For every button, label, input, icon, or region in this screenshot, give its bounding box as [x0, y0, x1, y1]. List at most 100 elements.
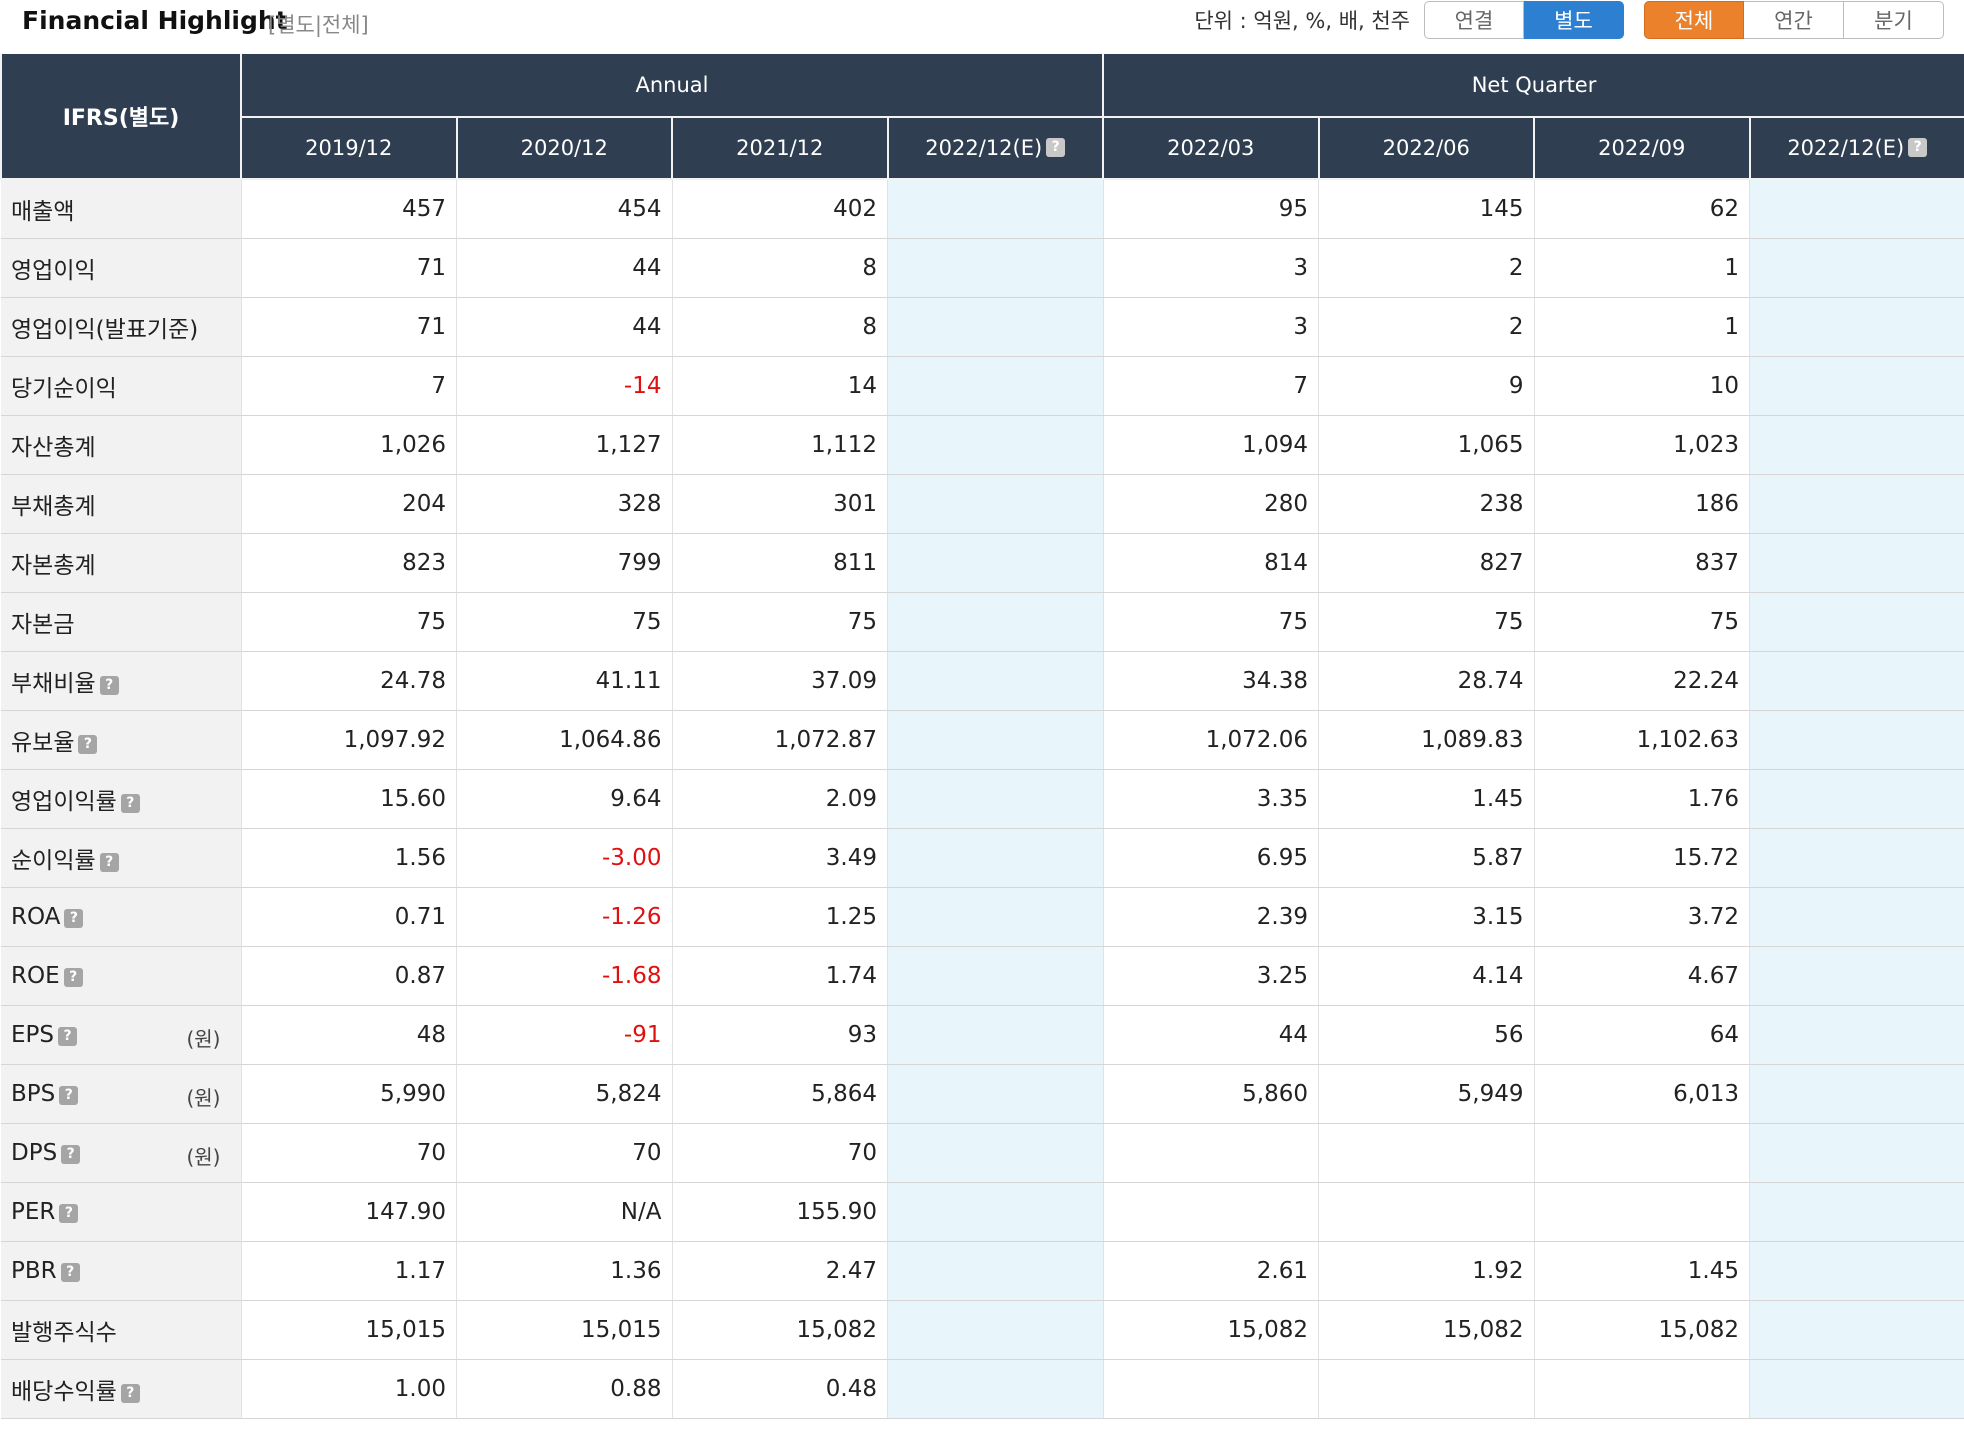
value-cell	[1103, 1123, 1319, 1183]
value-cell: 1,094	[1103, 415, 1319, 475]
value-cell	[1749, 710, 1964, 770]
row-label: 부채비율	[11, 670, 96, 697]
help-icon[interactable]: ?	[120, 793, 140, 813]
value-cell: 75	[672, 592, 888, 652]
row-label-cell: 순이익률?	[1, 828, 242, 888]
value-cell: 0.88	[456, 1359, 673, 1419]
period-button-1[interactable]: 연간	[1744, 1, 1844, 39]
help-icon[interactable]: ?	[99, 675, 119, 695]
table-row: PBR? 1.17 1.36 2.47 2.61 1.92 1.45	[1, 1241, 1964, 1301]
value-cell: 15.72	[1534, 828, 1750, 888]
value-cell: -91	[456, 1005, 673, 1065]
value-cell: 1.56	[241, 828, 457, 888]
value-cell	[887, 356, 1104, 416]
value-cell: 0.71	[241, 887, 457, 947]
value-cell: 10	[1534, 356, 1750, 416]
period-toggle: 전체 연간 분기	[1644, 1, 1944, 39]
scope-button-0[interactable]: 연결	[1424, 1, 1524, 39]
row-label-cell: 자산총계	[1, 415, 242, 475]
help-icon[interactable]: ?	[78, 734, 98, 754]
row-unit: (원)	[186, 1085, 221, 1110]
help-icon[interactable]: ?	[61, 1144, 81, 1164]
value-cell	[1749, 238, 1964, 298]
row-label: 유보율	[11, 729, 75, 756]
value-cell: 7	[241, 356, 457, 416]
row-label-cell: 부채비율?	[1, 651, 242, 711]
value-cell: 2	[1318, 297, 1535, 357]
table-row: DPS? (원) 70 70 70	[1, 1123, 1964, 1183]
row-label: EPS	[11, 1021, 55, 1048]
value-cell	[1318, 1123, 1535, 1183]
help-icon[interactable]: ?	[59, 1203, 79, 1223]
row-label-cell: DPS? (원)	[1, 1123, 242, 1183]
period-header: 2022/09	[1533, 117, 1751, 180]
value-cell	[887, 828, 1104, 888]
table-row: 매출액 457 454 402 95 145 62	[1, 179, 1964, 239]
help-icon[interactable]: ?	[63, 967, 83, 987]
value-cell: 147.90	[241, 1182, 457, 1242]
value-cell: 24.78	[241, 651, 457, 711]
value-cell: 15,082	[1318, 1300, 1535, 1360]
value-cell: 15,015	[456, 1300, 673, 1360]
period-header: 2019/12	[240, 117, 458, 180]
value-cell	[887, 769, 1104, 829]
value-cell: 827	[1318, 533, 1535, 593]
help-icon[interactable]: ?	[64, 908, 84, 928]
value-cell	[887, 1182, 1104, 1242]
help-icon[interactable]: ?	[1908, 138, 1928, 157]
row-label: 자본총계	[11, 552, 96, 579]
value-cell: 186	[1534, 474, 1750, 534]
row-label-cell: 영업이익(발표기준)	[1, 297, 242, 357]
group-header-0: Annual	[240, 54, 1104, 118]
value-cell	[1749, 946, 1964, 1006]
value-cell: 75	[456, 592, 673, 652]
value-cell: 145	[1318, 179, 1535, 239]
value-cell: 5,864	[672, 1064, 888, 1124]
value-cell: 155.90	[672, 1182, 888, 1242]
value-cell	[887, 946, 1104, 1006]
help-icon[interactable]: ?	[99, 852, 119, 872]
period-button-2[interactable]: 분기	[1844, 1, 1944, 39]
value-cell	[887, 887, 1104, 947]
period-label: 2022/03	[1167, 136, 1255, 160]
row-label-cell: PER?	[1, 1182, 242, 1242]
value-cell: -1.26	[456, 887, 673, 947]
value-cell: 15,015	[241, 1300, 457, 1360]
help-icon[interactable]: ?	[59, 1085, 79, 1105]
table-row: 발행주식수 15,015 15,015 15,082 15,082 15,082 15,08…	[1, 1300, 1964, 1360]
value-cell: 9.64	[456, 769, 673, 829]
value-cell: 301	[672, 474, 888, 534]
ifrs-corner-header: IFRS(별도)	[0, 54, 242, 180]
value-cell	[887, 474, 1104, 534]
help-icon[interactable]: ?	[120, 1383, 140, 1403]
value-cell	[1749, 769, 1964, 829]
value-cell	[1749, 887, 1964, 947]
value-cell	[1749, 1359, 1964, 1419]
value-cell	[1749, 592, 1964, 652]
help-icon[interactable]: ?	[60, 1262, 80, 1282]
table-row: 부채총계 204 328 301 280 238 186	[1, 474, 1964, 534]
value-cell: 3	[1103, 297, 1319, 357]
value-cell: 93	[672, 1005, 888, 1065]
value-cell: 28.74	[1318, 651, 1535, 711]
row-label: BPS	[11, 1080, 56, 1107]
page-title: Financial Highlight	[22, 6, 288, 35]
table-row: ROE? 0.87 -1.68 1.74 3.25 4.14 4.67	[1, 946, 1964, 1006]
value-cell: 0.48	[672, 1359, 888, 1419]
period-button-0[interactable]: 전체	[1644, 1, 1744, 39]
value-cell	[887, 651, 1104, 711]
row-label: 부채총계	[11, 493, 96, 520]
value-cell	[887, 1005, 1104, 1065]
help-icon[interactable]: ?	[58, 1026, 78, 1046]
value-cell: 814	[1103, 533, 1319, 593]
page-subtitle: [별도|전체]	[268, 13, 369, 37]
scope-button-1[interactable]: 별도	[1524, 1, 1624, 39]
help-icon[interactable]: ?	[1046, 138, 1066, 157]
row-label-cell: 자본총계	[1, 533, 242, 593]
value-cell: 2.47	[672, 1241, 888, 1301]
value-cell	[1749, 533, 1964, 593]
value-cell: 1.76	[1534, 769, 1750, 829]
value-cell: 9	[1318, 356, 1535, 416]
value-cell: 15,082	[1534, 1300, 1750, 1360]
row-label: PBR	[11, 1257, 57, 1284]
